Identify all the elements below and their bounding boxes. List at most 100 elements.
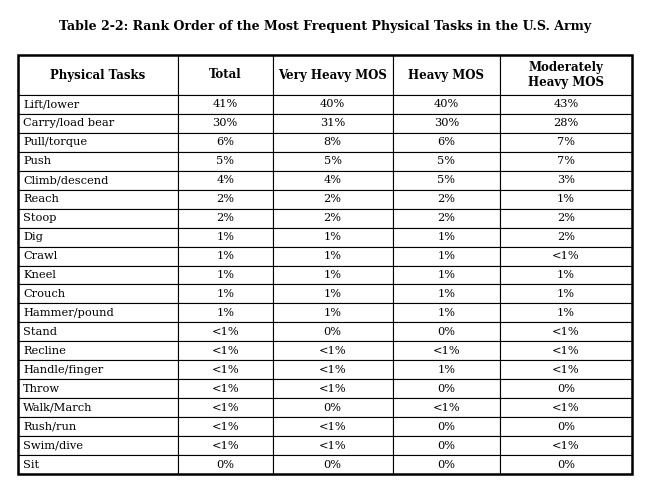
Bar <box>273 95 393 114</box>
Bar <box>18 341 177 360</box>
Bar <box>393 379 500 398</box>
Bar <box>273 379 393 398</box>
Bar <box>177 152 273 171</box>
Text: 1%: 1% <box>324 270 342 280</box>
Bar <box>500 209 632 227</box>
Bar <box>177 379 273 398</box>
Text: 2%: 2% <box>557 213 575 223</box>
Bar <box>500 436 632 455</box>
Text: 0%: 0% <box>557 422 575 432</box>
Bar <box>500 114 632 133</box>
Bar <box>18 152 177 171</box>
Text: 2%: 2% <box>557 232 575 242</box>
Text: 1%: 1% <box>216 308 234 318</box>
Text: Stoop: Stoop <box>23 213 57 223</box>
Bar <box>18 285 177 303</box>
Bar <box>393 417 500 436</box>
Text: 1%: 1% <box>437 232 455 242</box>
Bar <box>18 266 177 285</box>
Bar <box>393 55 500 95</box>
Text: Reach: Reach <box>23 194 59 204</box>
Bar <box>177 266 273 285</box>
Text: 0%: 0% <box>324 327 342 337</box>
Text: 1%: 1% <box>324 308 342 318</box>
Bar <box>177 360 273 379</box>
Text: 2%: 2% <box>437 213 455 223</box>
Bar <box>500 322 632 341</box>
Text: 2%: 2% <box>216 213 234 223</box>
Text: Physical Tasks: Physical Tasks <box>50 69 146 81</box>
Bar <box>393 209 500 227</box>
Text: <1%: <1% <box>319 422 346 432</box>
Bar <box>273 247 393 266</box>
Text: Handle/finger: Handle/finger <box>23 365 103 375</box>
Bar <box>500 398 632 417</box>
Bar <box>273 133 393 152</box>
Bar <box>273 227 393 247</box>
Bar <box>500 285 632 303</box>
Bar <box>393 114 500 133</box>
Bar <box>500 227 632 247</box>
Bar <box>177 95 273 114</box>
Bar <box>500 95 632 114</box>
Text: Dig: Dig <box>23 232 43 242</box>
Text: 5%: 5% <box>324 156 342 166</box>
Bar <box>393 285 500 303</box>
Text: Sit: Sit <box>23 459 39 469</box>
Text: 0%: 0% <box>557 459 575 469</box>
Bar <box>500 133 632 152</box>
Bar <box>177 190 273 209</box>
Text: Crouch: Crouch <box>23 289 65 299</box>
Bar <box>500 455 632 474</box>
Text: Kneel: Kneel <box>23 270 56 280</box>
Bar <box>177 114 273 133</box>
Text: Lift/lower: Lift/lower <box>23 100 79 109</box>
Bar <box>18 95 177 114</box>
Bar <box>393 247 500 266</box>
Bar <box>393 303 500 322</box>
Text: 40%: 40% <box>434 100 459 109</box>
Text: 1%: 1% <box>557 289 575 299</box>
Text: <1%: <1% <box>319 365 346 375</box>
Bar <box>393 341 500 360</box>
Text: 0%: 0% <box>437 440 455 451</box>
Bar <box>393 133 500 152</box>
Text: 1%: 1% <box>557 308 575 318</box>
Text: 2%: 2% <box>437 194 455 204</box>
Text: 5%: 5% <box>437 156 455 166</box>
Text: <1%: <1% <box>211 346 239 356</box>
Text: 7%: 7% <box>557 137 575 147</box>
Bar <box>18 171 177 190</box>
Bar <box>273 171 393 190</box>
Bar <box>177 398 273 417</box>
Text: 1%: 1% <box>216 251 234 261</box>
Text: 8%: 8% <box>324 137 342 147</box>
Bar <box>273 360 393 379</box>
Bar <box>500 417 632 436</box>
Bar <box>18 190 177 209</box>
Bar <box>393 455 500 474</box>
Bar <box>500 341 632 360</box>
Text: 5%: 5% <box>216 156 234 166</box>
Bar <box>273 322 393 341</box>
Bar <box>393 227 500 247</box>
Text: 30%: 30% <box>434 119 459 128</box>
Text: Push: Push <box>23 156 51 166</box>
Text: Climb/descend: Climb/descend <box>23 175 109 185</box>
Text: Table 2-2: Rank Order of the Most Frequent Physical Tasks in the U.S. Army: Table 2-2: Rank Order of the Most Freque… <box>59 20 591 33</box>
Bar <box>177 171 273 190</box>
Text: 4%: 4% <box>324 175 342 185</box>
Bar <box>18 227 177 247</box>
Bar <box>18 209 177 227</box>
Bar <box>393 398 500 417</box>
Text: <1%: <1% <box>552 346 580 356</box>
Text: Throw: Throw <box>23 384 60 393</box>
Bar <box>393 190 500 209</box>
Text: Pull/torque: Pull/torque <box>23 137 87 147</box>
Text: 0%: 0% <box>437 422 455 432</box>
Bar <box>393 322 500 341</box>
Text: <1%: <1% <box>211 422 239 432</box>
Text: 2%: 2% <box>324 213 342 223</box>
Bar <box>500 190 632 209</box>
Bar <box>500 152 632 171</box>
